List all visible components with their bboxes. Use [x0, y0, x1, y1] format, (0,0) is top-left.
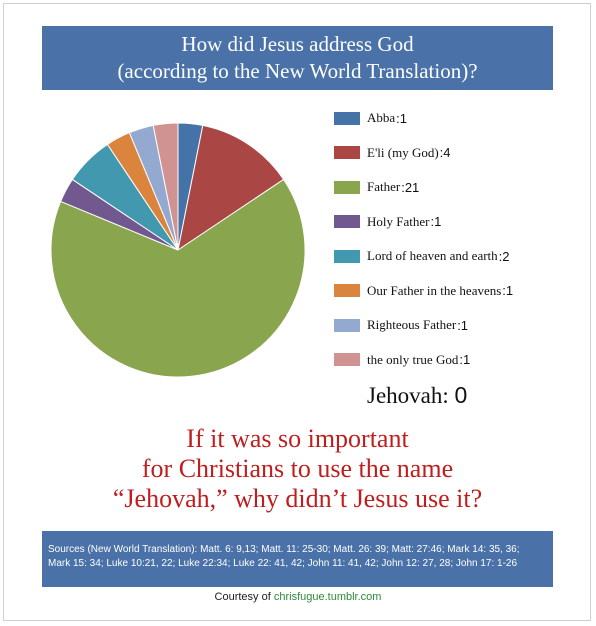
legend-item: Righteous Father:1: [334, 315, 468, 335]
sources-banner: Sources (New World Translation): Matt. 6…: [42, 531, 553, 587]
legend-item: the only true God:1: [334, 350, 470, 370]
jehovah-value: 0: [454, 382, 468, 408]
question-text: If it was so important for Christians to…: [42, 424, 553, 514]
legend-value: :4: [439, 145, 451, 160]
title-banner: How did Jesus address God (according to …: [42, 26, 553, 90]
legend-label: Father: [367, 179, 401, 194]
jehovah-count: Jehovah: 0: [367, 382, 467, 409]
legend-label: Our Father in the heavens: [367, 282, 502, 298]
legend-value: :1: [457, 317, 469, 333]
legend-swatch: [334, 353, 360, 366]
legend-value: :2: [498, 248, 510, 264]
sources-line-2: Mark 15: 34; Luke 10:21, 22; Luke 22:34;…: [48, 558, 518, 569]
sources-line-1: Sources (New World Translation): Matt. 6…: [48, 544, 520, 555]
legend-label: Holy Father: [367, 213, 430, 229]
question-line-1: If it was so important: [186, 424, 409, 453]
legend-swatch: [334, 146, 360, 159]
legend-item: Our Father in the heavens:1: [334, 281, 513, 301]
legend-value: :1: [459, 352, 471, 367]
chart-title-line-2: (according to the New World Translation)…: [117, 59, 478, 83]
legend-swatch: [334, 249, 360, 263]
legend-item: Abba:1: [334, 108, 407, 128]
legend-value: :21: [401, 179, 420, 195]
legend-item: Lord of heaven and earth:2: [334, 246, 510, 266]
legend-swatch: [334, 215, 360, 228]
pie-slice-3: [50, 178, 306, 378]
legend-label: Righteous Father: [367, 317, 457, 332]
legend-value: :1: [502, 283, 514, 298]
courtesy-credit: Courtesy of chrisfugue.tumblr.com: [0, 591, 596, 603]
question-line-3: “Jehovah,” why didn’t Jesus use it?: [112, 484, 483, 513]
legend-label: E'li (my God): [367, 144, 439, 160]
legend-item: Father:21: [334, 177, 419, 197]
legend-value: :1: [396, 110, 408, 126]
jehovah-label: Jehovah:: [367, 383, 449, 408]
legend-swatch: [334, 284, 360, 297]
legend-swatch: [334, 180, 360, 194]
legend-label: Lord of heaven and earth: [367, 248, 498, 263]
legend-item: E'li (my God):4: [334, 143, 451, 163]
legend-label: Abba: [367, 110, 396, 125]
pie-chart: [50, 122, 306, 378]
legend-value: :1: [430, 214, 442, 229]
chart-title-line-1: How did Jesus address God: [181, 32, 414, 56]
question-line-2: for Christians to use the name: [141, 454, 454, 483]
courtesy-link[interactable]: chrisfugue.tumblr.com: [273, 591, 382, 603]
legend-swatch: [334, 318, 360, 332]
pie-slice-2: [177, 124, 285, 252]
legend-label: the only true God: [367, 351, 459, 367]
pie-slice-8: [152, 122, 179, 251]
legend-item: Holy Father:1: [334, 212, 441, 232]
legend-swatch: [334, 111, 360, 125]
courtesy-prefix: Courtesy of: [214, 591, 271, 603]
